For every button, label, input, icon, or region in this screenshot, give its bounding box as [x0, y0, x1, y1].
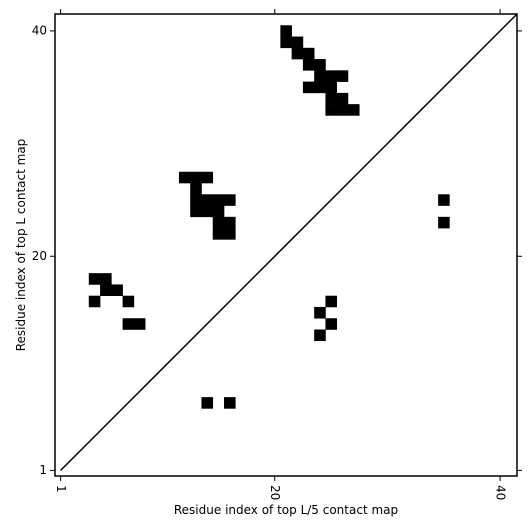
contact-cell — [178, 171, 191, 184]
plot-frame — [54, 13, 518, 477]
contact-cell — [224, 397, 236, 409]
y-axis-label: Residue index of top L contact map — [14, 139, 28, 352]
contact-cell — [325, 92, 338, 105]
contact-cell — [88, 273, 101, 285]
contact-cell — [122, 295, 135, 308]
contact-cell — [314, 59, 326, 71]
contact-cell — [201, 397, 214, 409]
x-tick-label: 1 — [54, 485, 68, 493]
contact-cell — [325, 81, 338, 94]
y-tick-label: 40 — [32, 23, 47, 37]
contact-cell — [224, 228, 236, 240]
contact-cell — [201, 171, 214, 184]
contact-cell — [190, 194, 202, 206]
contact-cell — [291, 36, 304, 49]
contact-cell — [347, 104, 360, 116]
contact-cell — [111, 284, 123, 297]
contact-cell — [325, 104, 338, 116]
contact-cell — [302, 47, 315, 60]
contact-cell — [190, 183, 202, 195]
contact-cell — [133, 318, 146, 330]
contact-cell — [201, 194, 214, 206]
contact-cell — [212, 216, 225, 229]
contact-cell — [212, 194, 225, 206]
contact-cell — [224, 194, 236, 206]
y-tick-label: 1 — [39, 463, 47, 477]
contact-cell — [190, 205, 202, 218]
contact-cell — [201, 205, 214, 218]
contact-cell — [212, 205, 225, 218]
contact-cell — [314, 306, 326, 319]
contact-cell — [438, 194, 450, 206]
contact-cell — [336, 70, 349, 82]
contact-cell — [302, 81, 315, 94]
contact-cell — [336, 92, 349, 105]
contact-cell — [325, 295, 338, 308]
x-tick-label: 40 — [494, 485, 508, 500]
contact-cell — [100, 284, 112, 297]
contact-cell — [291, 47, 304, 60]
contact-cell — [100, 273, 112, 285]
contact-cell — [325, 318, 338, 330]
x-axis-label: Residue index of top L/5 contact map — [174, 503, 398, 517]
contact-cell — [122, 318, 135, 330]
x-tick-label: 20 — [268, 485, 282, 500]
diagonal-line — [60, 13, 518, 471]
contact-cell — [438, 216, 450, 229]
contact-cell — [336, 104, 349, 116]
contact-cell — [280, 25, 292, 37]
contact-cell — [280, 36, 292, 49]
contact-cell — [212, 228, 225, 240]
contact-cell — [224, 216, 236, 229]
contact-cell — [325, 70, 338, 82]
contact-cell — [302, 59, 315, 71]
contact-cell — [88, 295, 101, 308]
contact-cell — [314, 81, 326, 94]
contact-cell — [190, 171, 202, 184]
contact-cell — [314, 70, 326, 82]
contact-cell — [314, 329, 326, 342]
y-tick-label: 20 — [32, 249, 47, 263]
